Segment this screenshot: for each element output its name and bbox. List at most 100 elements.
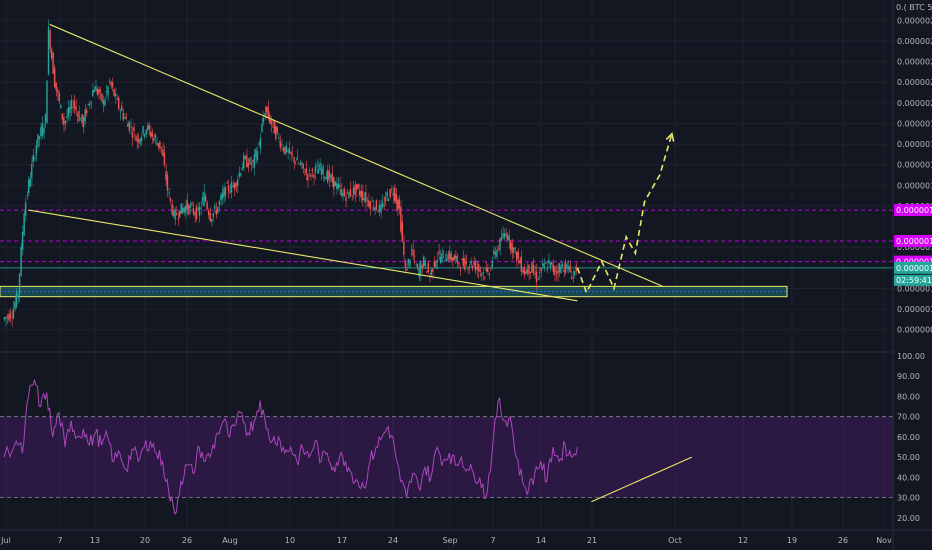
candle-body: [154, 134, 156, 138]
candle-body: [415, 264, 417, 266]
y-tick-label: 0.00000180: [897, 140, 932, 149]
candle-body: [6, 316, 9, 318]
candle-body: [264, 112, 266, 117]
rsi-axis[interactable]: 100.00 90.00 80.00 70.00 60.00 50.00 40.00 30.0…: [897, 352, 925, 523]
candle-body: [285, 145, 288, 153]
x-tick-label: Aug: [222, 536, 238, 545]
candle-body: [537, 279, 539, 281]
candle-body: [34, 157, 36, 159]
candle-body: [116, 98, 118, 100]
candle-body: [543, 263, 545, 268]
candle-body: [150, 132, 152, 137]
candle-body: [168, 192, 170, 194]
candle-body: [238, 172, 240, 177]
candle-body: [432, 268, 434, 272]
rsi-series-line: [3, 378, 578, 515]
level-tag-label: 0.00000132: [896, 237, 932, 246]
candle-body: [493, 250, 495, 254]
candle-body: [130, 126, 132, 128]
candle-body: [31, 163, 33, 178]
candle-body: [290, 151, 292, 154]
candle-body: [226, 182, 228, 184]
candle-body: [508, 235, 510, 241]
candle-body: [192, 207, 195, 214]
candle-body: [302, 163, 304, 169]
candle-body: [247, 162, 249, 168]
candle-body: [317, 169, 320, 174]
candle-body: [215, 209, 217, 215]
trendline: [28, 209, 578, 302]
y-tick-label: 0.00000130: [897, 243, 932, 252]
candle-body: [133, 127, 135, 132]
candle-body: [451, 257, 454, 262]
candle-body: [459, 268, 461, 270]
x-tick-label: 20: [140, 536, 150, 545]
candle-body: [49, 30, 51, 50]
candle-body: [92, 90, 94, 97]
candle-body: [480, 273, 483, 276]
candle-body: [358, 190, 361, 196]
candle-body: [419, 262, 422, 276]
candle-body: [348, 192, 350, 199]
candle-body: [311, 168, 314, 172]
candle-body: [232, 185, 234, 188]
candle-body: [72, 106, 74, 109]
candle-body: [349, 189, 352, 196]
candle-body: [165, 171, 167, 181]
candle-body: [401, 221, 404, 241]
y-tick-label: 0.00000090: [897, 326, 932, 335]
candle-body: [105, 91, 108, 93]
candle-body: [558, 263, 561, 273]
candle-body: [308, 170, 310, 172]
candle-body: [233, 183, 236, 190]
candle-body: [76, 114, 79, 116]
rsi-tick-label: 70.00: [897, 413, 920, 422]
candle-body: [525, 271, 527, 275]
time-axis[interactable]: Jul 7 13 20 26 Aug 10 17 24 Sep 7 14 21 Oct 12 19 26 Nov: [0, 536, 892, 545]
candle-body: [15, 291, 18, 307]
candle-body: [43, 127, 45, 134]
candle-body: [156, 142, 158, 145]
candle-body: [523, 267, 526, 275]
candle-body: [297, 163, 300, 165]
candle-body: [407, 258, 410, 264]
candle-body: [98, 88, 100, 95]
candle-body: [566, 264, 568, 268]
candle-body: [352, 187, 355, 195]
candle-body: [456, 255, 458, 263]
x-tick-label: 19: [787, 536, 797, 545]
candle-body: [114, 93, 117, 97]
candle-body: [203, 192, 205, 206]
candle-body: [526, 269, 529, 274]
x-tick-label: 10: [285, 536, 295, 545]
candle-body: [535, 271, 538, 283]
candle-body: [207, 210, 210, 216]
candle-body: [511, 243, 513, 253]
candle-body: [441, 253, 443, 262]
candle-body: [185, 205, 187, 214]
candle-body: [252, 160, 254, 163]
candle-body: [305, 168, 307, 174]
candle-body: [107, 86, 109, 96]
candle-body: [365, 192, 367, 203]
candle-body: [224, 186, 227, 196]
candle-body: [139, 138, 141, 144]
candle-body: [326, 170, 329, 183]
rsi-tick-label: 20.00: [897, 514, 920, 523]
candle-body: [250, 163, 253, 166]
candle-body: [304, 174, 306, 175]
candle-body: [549, 262, 551, 268]
candle-body: [163, 152, 166, 166]
candle-body: [380, 204, 382, 213]
x-tick-label: 13: [90, 536, 100, 545]
candle-body: [473, 261, 475, 266]
candle-body: [151, 132, 153, 137]
x-tick-label: 7: [57, 536, 62, 545]
candle-body: [253, 154, 256, 168]
candle-body: [345, 196, 347, 201]
candle-body: [117, 98, 120, 109]
candle-body: [143, 134, 146, 137]
candle-body: [383, 204, 385, 207]
